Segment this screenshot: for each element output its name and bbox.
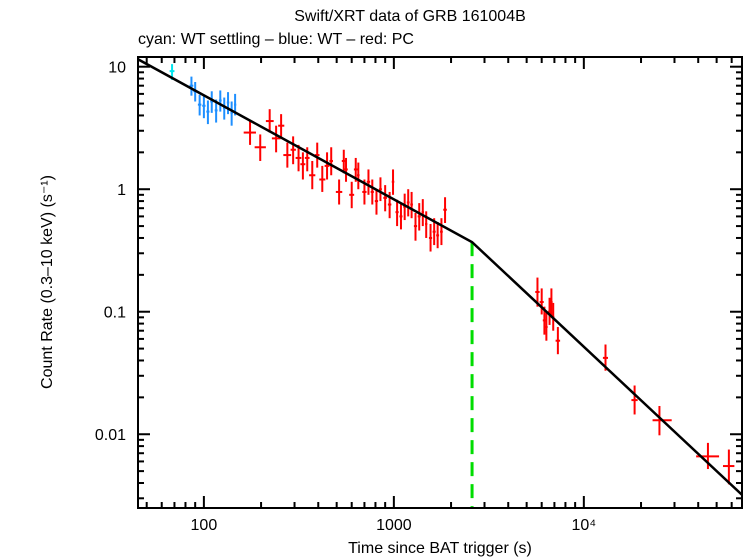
chart-subtitle: cyan: WT settling – blue: WT – red: PC xyxy=(138,31,414,48)
x-tick-label: 100 xyxy=(191,517,218,534)
data-point xyxy=(410,191,413,219)
data-point xyxy=(399,203,403,230)
data-point xyxy=(344,157,348,182)
data-point xyxy=(222,97,226,120)
model-fit-line xyxy=(138,58,742,496)
data-point xyxy=(265,109,274,133)
data-point xyxy=(406,189,410,217)
y-axis-label: Count Rate (0.3–10 keV) (s⁻¹) xyxy=(39,175,56,389)
series-pc xyxy=(243,109,735,485)
data-point xyxy=(206,100,210,125)
data-point xyxy=(539,288,544,315)
data-point xyxy=(370,179,374,205)
y-axis-tick-labels: 10 1 0.1 0.01 xyxy=(95,60,126,445)
data-point xyxy=(722,449,735,485)
data-point xyxy=(226,92,230,115)
data-point xyxy=(202,95,206,119)
y-tick-label: 1 xyxy=(117,182,126,199)
plot-area xyxy=(138,58,742,508)
data-point xyxy=(631,385,638,415)
data-point xyxy=(254,134,266,161)
data-point xyxy=(210,91,214,113)
data-point xyxy=(243,121,256,145)
data-point xyxy=(550,288,553,316)
data-point xyxy=(300,152,306,180)
data-point xyxy=(417,203,421,231)
data-point xyxy=(428,224,433,252)
data-point xyxy=(319,165,326,192)
y-tick-label: 10 xyxy=(108,60,126,77)
y-axis-ticks xyxy=(138,65,742,500)
data-point xyxy=(421,199,424,227)
data-point xyxy=(314,142,320,168)
data-point xyxy=(278,114,285,139)
data-point xyxy=(283,142,292,168)
data-point xyxy=(555,327,561,355)
y-tick-label: 0.01 xyxy=(95,427,126,444)
data-point xyxy=(271,125,281,153)
x-axis-label: Time since BAT trigger (s) xyxy=(348,540,532,557)
data-point xyxy=(383,185,387,212)
data-point xyxy=(329,147,333,176)
data-point xyxy=(378,177,382,202)
data-point xyxy=(357,162,360,190)
data-point xyxy=(218,90,222,112)
data-point xyxy=(309,160,316,190)
chart-title: Swift/XRT data of GRB 161004B xyxy=(294,8,526,25)
y-tick-label: 0.1 xyxy=(104,305,126,322)
data-point xyxy=(349,181,355,209)
x-axis-ticks xyxy=(145,57,733,508)
data-point xyxy=(335,179,343,205)
data-point xyxy=(391,169,395,195)
data-point xyxy=(366,169,371,195)
data-point xyxy=(413,212,418,241)
data-point xyxy=(197,94,202,116)
x-tick-label: 1000 xyxy=(376,517,412,534)
data-point xyxy=(443,197,447,223)
x-tick-label: 10⁴ xyxy=(572,517,597,534)
data-point xyxy=(189,76,194,96)
data-point xyxy=(545,312,548,341)
data-point xyxy=(324,152,330,180)
data-point xyxy=(290,136,296,165)
x-axis-tick-labels: 100 1000 10⁴ xyxy=(191,517,597,534)
data-point xyxy=(295,144,302,172)
data-point xyxy=(436,221,440,249)
data-point xyxy=(440,218,443,246)
plot-frame xyxy=(137,56,743,509)
data-point xyxy=(230,101,233,126)
data-point xyxy=(395,199,399,227)
data-point xyxy=(374,189,379,215)
